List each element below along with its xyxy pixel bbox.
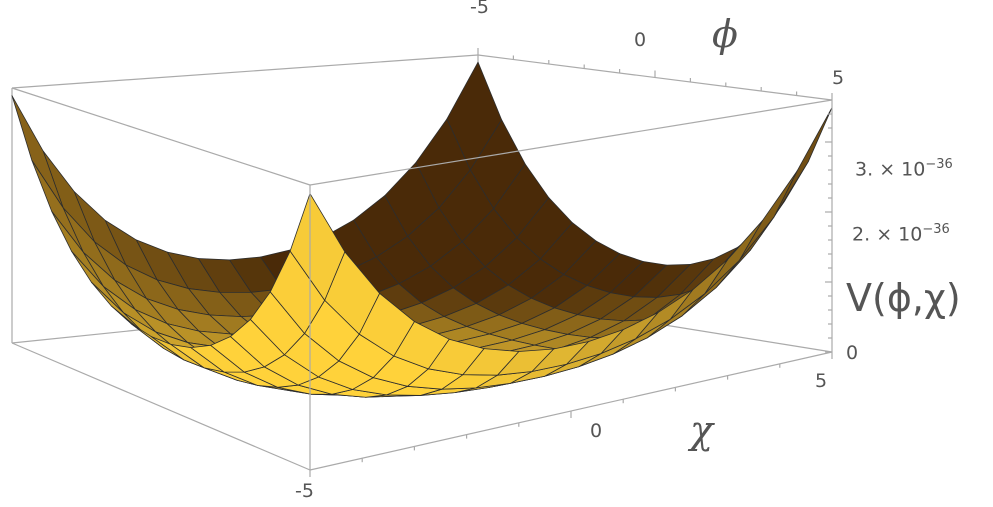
chi-tick-neg5: -5: [295, 480, 314, 502]
surface-patch: [289, 193, 346, 301]
box-edge: [11, 87, 311, 186]
z-tick-3e-36: 3. × 10−36: [855, 157, 953, 181]
box-edge: [11, 54, 479, 89]
surface-patch: [738, 170, 798, 261]
surface-patch: [11, 95, 64, 209]
chi-tick-0: 0: [590, 420, 603, 442]
z-tick-0: 0: [846, 342, 859, 364]
chi-tick-5: 5: [815, 370, 828, 392]
phi-axis-title: ϕ: [712, 12, 738, 56]
phi-tick-neg5: -5: [470, 0, 489, 18]
chi-axis-title: χ: [690, 408, 714, 452]
z-axis-title: V(ϕ,χ): [846, 276, 961, 320]
box-edge: [11, 342, 311, 471]
box-edge: [309, 99, 833, 186]
z-tick-2e-36: 2. × 10−36: [852, 222, 950, 246]
phi-tick-5: 5: [832, 67, 845, 89]
surface-patch: [704, 220, 763, 295]
phi-tick-0: 0: [634, 29, 647, 51]
